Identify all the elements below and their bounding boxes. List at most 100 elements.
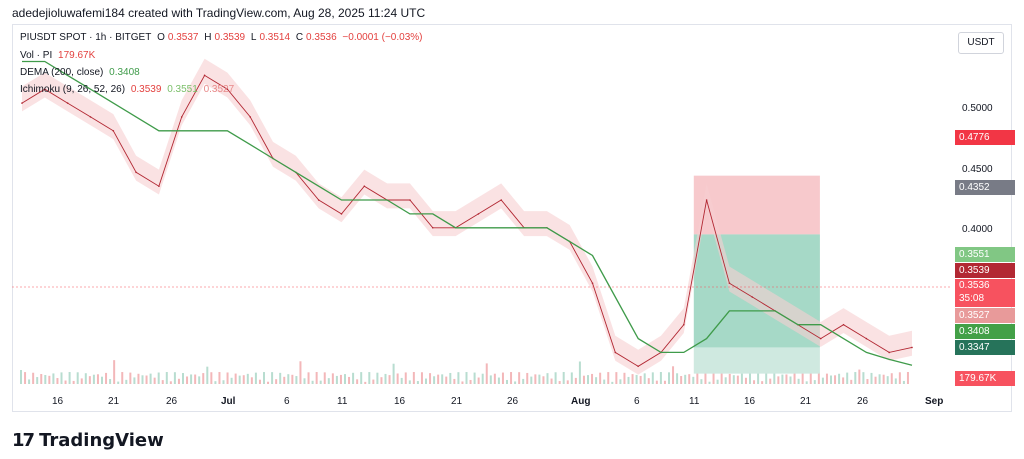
- volume-bar: [352, 372, 355, 384]
- x-tick-label: 16: [394, 396, 406, 407]
- volume-bar: [161, 380, 164, 384]
- volume-bar: [404, 372, 407, 384]
- legend-ichimoku-v3: 0.3527: [203, 84, 235, 95]
- volume-bar: [258, 379, 261, 384]
- volume-bar: [619, 379, 622, 384]
- volume-bar: [307, 372, 310, 384]
- volume-bar: [538, 374, 541, 384]
- currency-button[interactable]: USDT: [958, 32, 1004, 54]
- volume-bar: [477, 377, 480, 384]
- price-lines: [21, 60, 913, 368]
- volume-bar: [384, 373, 387, 384]
- volume-bar: [825, 373, 828, 384]
- x-tick-label: 26: [166, 396, 178, 407]
- volume-bar: [177, 378, 180, 384]
- volume-bar: [263, 372, 265, 384]
- volume-bar: [92, 374, 95, 384]
- volume-bar: [133, 377, 136, 384]
- volume-bar: [356, 379, 359, 384]
- position-tool: [693, 175, 820, 374]
- volume-bar: [684, 374, 687, 384]
- volume-bar: [607, 372, 610, 384]
- volume-bar: [173, 372, 176, 384]
- legend-dema-row: DEMA (200, close) 0.3408: [20, 67, 143, 78]
- volume-bar: [348, 376, 351, 384]
- volume-bar: [542, 376, 545, 384]
- volume-bar: [570, 372, 573, 384]
- volume-bar: [566, 380, 569, 384]
- volume-bar: [866, 379, 869, 384]
- volume-bar: [267, 381, 270, 384]
- volume-label: 179.67K: [955, 371, 1015, 386]
- data-point: [409, 199, 411, 201]
- data-point: [477, 213, 480, 215]
- volume-bar: [708, 381, 711, 384]
- volume-bar: [481, 373, 484, 384]
- volume-bar: [473, 372, 476, 384]
- volume-bar: [287, 374, 290, 384]
- volume-bar: [449, 372, 452, 384]
- legend-o-value: 0.3537: [167, 32, 199, 43]
- data-point: [340, 213, 343, 215]
- volume-bar: [56, 378, 59, 384]
- x-tick-label: 6: [634, 396, 640, 407]
- volume-bar: [574, 377, 577, 384]
- legend-change: −0.0001 (−0.03%): [342, 32, 423, 43]
- volume-bar: [331, 373, 334, 384]
- volume-bar: [801, 372, 804, 384]
- volume-bar: [672, 366, 675, 384]
- volume-bar: [740, 373, 743, 384]
- data-point: [819, 337, 822, 340]
- volume-bar: [595, 377, 598, 384]
- volume-bar: [311, 380, 314, 384]
- volume-bar: [246, 373, 249, 384]
- volume-bar: [558, 381, 561, 384]
- volume-bar: [736, 375, 739, 384]
- volume-bar: [526, 372, 529, 384]
- volume-bar: [214, 381, 217, 384]
- volume-bar: [501, 372, 504, 384]
- legend-symbol[interactable]: PIUSDT SPOT · 1h · BITGET: [20, 32, 152, 43]
- legend-vol-value: 179.67K: [58, 50, 96, 61]
- data-point: [363, 185, 366, 187]
- volume-bar: [68, 372, 71, 384]
- y-tick-label: 0.4500: [962, 164, 993, 175]
- legend-c-value: 0.3536: [306, 32, 337, 43]
- volume-bar: [60, 372, 63, 384]
- volume-bar: [169, 381, 172, 384]
- volume-bar: [376, 372, 379, 384]
- volume-bar: [420, 372, 423, 384]
- data-point: [911, 346, 913, 349]
- data-point: [637, 365, 639, 368]
- volume-bar: [773, 373, 776, 384]
- volume-bar: [785, 374, 788, 384]
- x-tick-label: 11: [337, 396, 348, 407]
- volume-bar: [250, 377, 253, 384]
- volume-bar: [275, 379, 278, 384]
- legend-ichimoku-label[interactable]: Ichimoku (9, 26, 52, 26): [20, 84, 126, 95]
- volume-bar: [335, 375, 338, 384]
- volume-bar: [360, 372, 363, 384]
- volume-bar: [416, 381, 419, 384]
- volume-bar: [96, 374, 99, 384]
- data-point: [705, 199, 708, 201]
- tradingview-logo[interactable]: 17 TradingView: [12, 430, 164, 451]
- legend-vol-label[interactable]: Vol · PI: [20, 50, 53, 61]
- volume-bar: [842, 377, 845, 384]
- volume-bar: [372, 379, 375, 384]
- data-point: [865, 337, 868, 340]
- volume-bar: [882, 374, 885, 384]
- volume-bar: [425, 378, 427, 384]
- volume-bar: [24, 372, 27, 384]
- volume-bar: [858, 369, 861, 384]
- volume-bar: [906, 372, 909, 384]
- data-point: [614, 351, 617, 354]
- volume-bar: [546, 373, 549, 384]
- data-point: [21, 102, 23, 104]
- volume-bar: [52, 373, 55, 384]
- volume-bar: [870, 372, 873, 384]
- price-chart[interactable]: [12, 24, 1012, 412]
- legend-dema-label[interactable]: DEMA (200, close): [20, 67, 104, 78]
- volume-bar: [295, 376, 298, 384]
- volume-bar: [72, 380, 75, 384]
